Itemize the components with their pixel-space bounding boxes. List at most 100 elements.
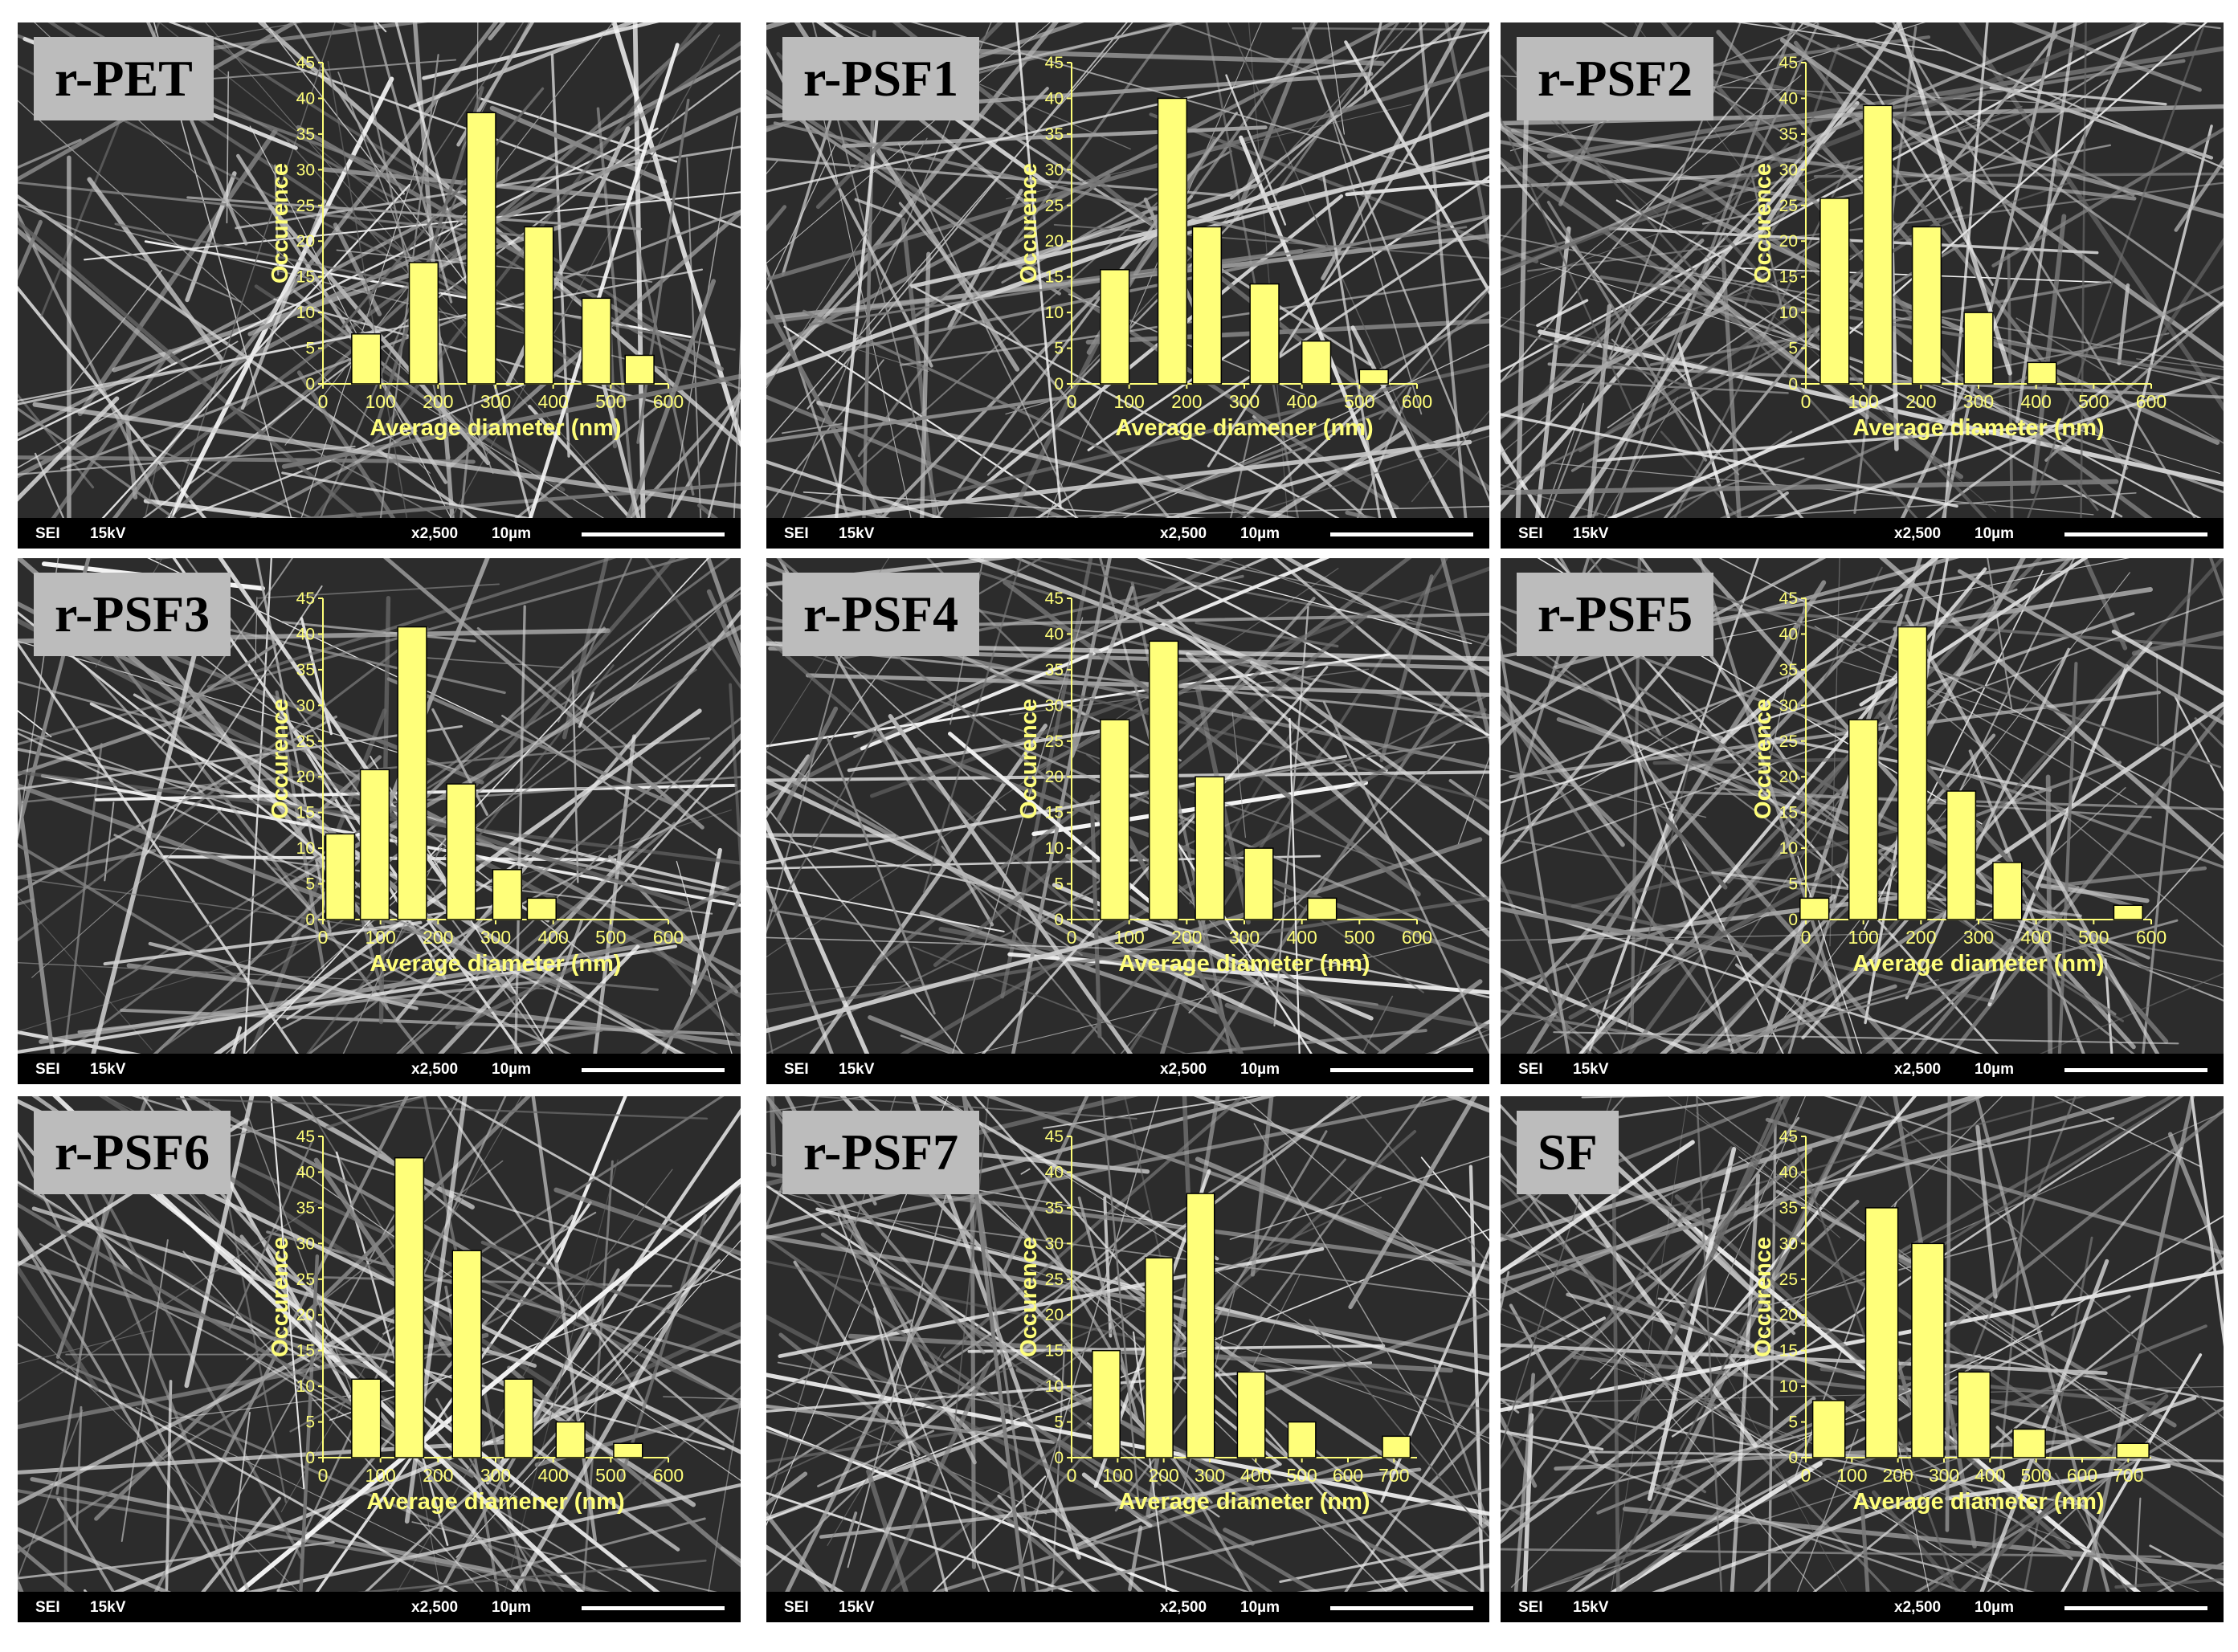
histogram-bar: [1301, 340, 1332, 385]
histogram-bar: [1811, 1400, 1846, 1458]
x-tick-label: 400: [1286, 391, 1317, 412]
y-tick-label: 30: [1779, 696, 1798, 715]
y-tick-label: 40: [296, 89, 315, 108]
sem-detector: SEI: [784, 525, 809, 542]
sem-panel: r-PSF3 SEI 15kV x2,500 10µm 0 5 10 15 20 25 30 35 40 4…: [18, 558, 741, 1084]
sem-voltage: 15kV: [839, 1599, 875, 1616]
y-tick-label: 30: [1045, 161, 1064, 179]
sem-scale: 10µm: [492, 1061, 531, 1078]
y-tick-label: 10: [1779, 839, 1798, 858]
x-axis-label: Average diamener (nm): [1115, 415, 1373, 441]
sample-label: r-PSF5: [1517, 573, 1714, 656]
y-axis-label: Occurence: [1750, 699, 1776, 819]
y-tick-label: 0: [1054, 911, 1064, 929]
y-tick-label: 5: [1788, 1413, 1798, 1432]
histogram-bar: [492, 869, 522, 920]
y-tick-label: 20: [1779, 1306, 1798, 1324]
x-tick-label: 200: [1882, 1465, 1913, 1486]
x-tick-label: 600: [2136, 927, 2167, 948]
scale-bar: [2064, 1606, 2207, 1610]
y-tick-label: 20: [296, 232, 315, 251]
x-tick-label: 500: [2078, 927, 2109, 948]
scale-bar: [582, 1068, 725, 1072]
sem-detector: SEI: [35, 1061, 60, 1078]
sem-voltage: 15kV: [1573, 525, 1609, 542]
x-tick-label: 400: [537, 391, 568, 412]
sem-detector: SEI: [1518, 525, 1543, 542]
sem-voltage: 15kV: [1573, 1061, 1609, 1078]
histogram: 0 5 10 15 20 25 30 35 40 45 0 100 200 300 400 500 600 Ave…: [267, 1128, 684, 1515]
x-tick-label: 600: [653, 927, 684, 948]
y-tick-label: 40: [296, 625, 315, 643]
y-tick-label: 35: [296, 1199, 315, 1218]
x-tick-label: 0: [318, 927, 329, 948]
y-tick-label: 40: [1045, 89, 1064, 108]
histogram-bar: [555, 1421, 586, 1458]
y-tick-label: 0: [1054, 375, 1064, 394]
histogram-bar: [1862, 104, 1893, 385]
x-tick-label: 500: [1344, 927, 1374, 948]
histogram-bar: [1946, 790, 1977, 920]
scale-bar: [2064, 532, 2207, 536]
x-tick-label: 300: [1963, 927, 1994, 948]
x-tick-label: 200: [1171, 927, 1202, 948]
x-tick-label: 100: [1848, 391, 1878, 412]
histogram-bar: [1307, 897, 1337, 920]
histogram-bar: [446, 783, 476, 920]
x-tick-label: 200: [423, 391, 453, 412]
y-tick-label: 10: [1045, 839, 1064, 858]
y-tick-label: 5: [305, 340, 315, 358]
histogram-bar: [1819, 198, 1850, 385]
y-tick-label: 35: [296, 661, 315, 679]
x-tick-label: 300: [480, 391, 511, 412]
sem-detector: SEI: [1518, 1061, 1543, 1078]
histogram-bar: [1244, 847, 1274, 920]
y-axis-label: Occurence: [267, 163, 293, 283]
sem-magnification: x2,500: [411, 1599, 459, 1616]
x-tick-label: 400: [537, 1465, 568, 1486]
histogram-bar: [451, 1250, 482, 1458]
histogram-bar: [1897, 626, 1928, 920]
histogram: 0 5 10 15 20 25 30 35 40 45 0 100 200 300 400 500 600 Ave…: [1750, 589, 2167, 977]
x-tick-label: 0: [1067, 1465, 1077, 1486]
histogram-bar: [1157, 97, 1188, 385]
histogram-bar: [394, 1156, 425, 1458]
y-tick-label: 40: [1779, 1163, 1798, 1181]
histogram-bar: [1358, 369, 1389, 385]
histogram-bar: [526, 897, 557, 920]
sem-panel: SF SEI 15kV x2,500 10µm 0 5 10 15 20 25 30 35 40 45 0 10…: [1501, 1096, 2224, 1622]
histogram-bar: [1382, 1435, 1411, 1458]
sem-detector: SEI: [35, 525, 60, 542]
histogram-bar: [1092, 1349, 1121, 1458]
sem-info-bar: SEI 15kV x2,500 10µm: [766, 518, 1489, 549]
x-tick-label: 100: [1836, 1465, 1867, 1486]
x-tick-label: 0: [1801, 927, 1811, 948]
y-tick-label: 5: [305, 1413, 315, 1432]
sem-voltage: 15kV: [90, 1061, 126, 1078]
sem-magnification: x2,500: [1894, 1599, 1942, 1616]
x-tick-label: 100: [1113, 927, 1144, 948]
x-tick-label: 600: [653, 1465, 684, 1486]
histogram-bar: [2027, 361, 2057, 385]
histogram-bar: [1864, 1207, 1899, 1458]
sem-detector: SEI: [784, 1599, 809, 1616]
y-tick-label: 0: [1788, 911, 1798, 929]
sample-label: r-PSF2: [1517, 37, 1714, 120]
sample-label: r-PSF1: [782, 37, 980, 120]
histogram-bar: [524, 226, 554, 385]
y-axis-label: Occurence: [1750, 1237, 1776, 1357]
y-tick-label: 10: [1045, 304, 1064, 322]
y-tick-label: 0: [305, 911, 315, 929]
y-tick-label: 10: [296, 839, 315, 858]
y-tick-label: 5: [305, 875, 315, 894]
sem-magnification: x2,500: [411, 525, 459, 542]
y-tick-label: 45: [1045, 54, 1064, 72]
scale-bar: [1330, 532, 1473, 536]
y-tick-label: 0: [1054, 1449, 1064, 1467]
scale-bar: [1330, 1068, 1473, 1072]
sem-panel: r-PSF4 SEI 15kV x2,500 10µm 0 5 10 15 20 25 30 35 40 4…: [766, 558, 1489, 1084]
histogram-bar: [1186, 1193, 1215, 1458]
x-tick-label: 700: [2113, 1465, 2143, 1486]
sem-voltage: 15kV: [839, 525, 875, 542]
x-tick-label: 100: [365, 1465, 395, 1486]
